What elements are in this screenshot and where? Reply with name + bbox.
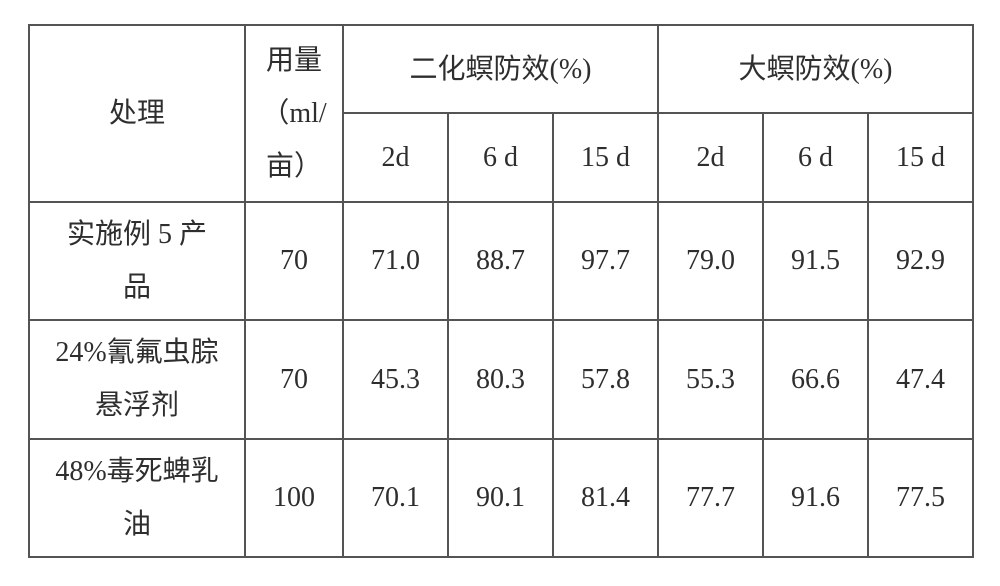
cell-treatment: 实施例 5 产 品 xyxy=(29,202,245,320)
efficacy-table: 处理 用量 （ml/ 亩） 二化螟防效(%) 大螟防效(%) 2d 6 d 15… xyxy=(28,24,974,558)
header-treatment: 处理 xyxy=(29,25,245,202)
table-row: 24%氰氟虫腙 悬浮剂 70 45.3 80.3 57.8 55.3 66.6 … xyxy=(29,320,973,438)
cell-value: 70.1 xyxy=(343,439,448,558)
cell-value: 90.1 xyxy=(448,439,553,558)
cell-dose: 70 xyxy=(245,202,343,320)
cell-value: 77.7 xyxy=(658,439,763,558)
cell-value: 97.7 xyxy=(553,202,658,320)
cell-value: 88.7 xyxy=(448,202,553,320)
cell-value: 57.8 xyxy=(553,320,658,438)
table-row: 48%毒死蜱乳 油 100 70.1 90.1 81.4 77.7 91.6 7… xyxy=(29,439,973,558)
cell-value: 77.5 xyxy=(868,439,973,558)
cell-value: 79.0 xyxy=(658,202,763,320)
header-g2-d15: 15 d xyxy=(868,113,973,201)
cell-value: 91.5 xyxy=(763,202,868,320)
cell-dose: 70 xyxy=(245,320,343,438)
cell-value: 55.3 xyxy=(658,320,763,438)
cell-value: 45.3 xyxy=(343,320,448,438)
table-row: 实施例 5 产 品 70 71.0 88.7 97.7 79.0 91.5 92… xyxy=(29,202,973,320)
cell-value: 71.0 xyxy=(343,202,448,320)
header-g2-d6: 6 d xyxy=(763,113,868,201)
header-row-1: 处理 用量 （ml/ 亩） 二化螟防效(%) 大螟防效(%) xyxy=(29,25,973,113)
header-g1-d6: 6 d xyxy=(448,113,553,201)
header-group-2: 大螟防效(%) xyxy=(658,25,973,113)
header-g1-d2: 2d xyxy=(343,113,448,201)
cell-value: 81.4 xyxy=(553,439,658,558)
cell-value: 80.3 xyxy=(448,320,553,438)
cell-value: 66.6 xyxy=(763,320,868,438)
header-g2-d2: 2d xyxy=(658,113,763,201)
header-dose: 用量 （ml/ 亩） xyxy=(245,25,343,202)
page: 处理 用量 （ml/ 亩） 二化螟防效(%) 大螟防效(%) 2d 6 d 15… xyxy=(0,0,1000,586)
cell-treatment: 48%毒死蜱乳 油 xyxy=(29,439,245,558)
cell-value: 92.9 xyxy=(868,202,973,320)
cell-treatment: 24%氰氟虫腙 悬浮剂 xyxy=(29,320,245,438)
cell-value: 47.4 xyxy=(868,320,973,438)
cell-dose: 100 xyxy=(245,439,343,558)
header-g1-d15: 15 d xyxy=(553,113,658,201)
header-group-1: 二化螟防效(%) xyxy=(343,25,658,113)
cell-value: 91.6 xyxy=(763,439,868,558)
